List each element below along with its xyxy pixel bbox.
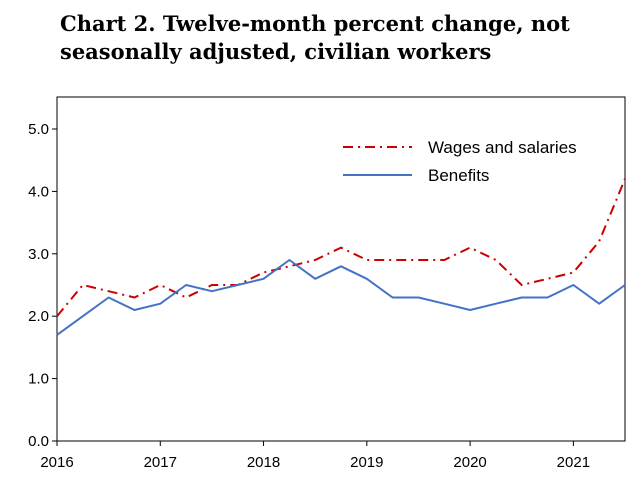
y-tick-label: 2.0 — [28, 308, 49, 325]
y-tick-label: 5.0 — [28, 121, 49, 138]
series-line-wages-and-salaries — [56, 178, 626, 317]
legend-label: Benefits — [428, 166, 489, 185]
y-tick-label: 0.0 — [28, 433, 49, 450]
x-axis: 2016 2017 2018 2019 2020 2021 — [40, 441, 590, 471]
legend-label: Wages and salaries — [428, 138, 577, 157]
y-tick-label: 1.0 — [28, 371, 49, 388]
chart-title: Chart 2. Twelve-month percent change, no… — [60, 11, 570, 64]
plot-area-frame — [56, 96, 626, 442]
x-tick-label: 2018 — [247, 454, 280, 471]
y-tick-label: 3.0 — [28, 246, 49, 263]
x-tick-label: 2020 — [453, 454, 486, 471]
legend: Wages and salaries Benefits — [343, 138, 577, 185]
series-layer — [56, 178, 626, 336]
y-axis: 0.0 1.0 2.0 3.0 4.0 5.0 — [28, 121, 57, 450]
y-tick-label: 4.0 — [28, 183, 49, 200]
x-tick-label: 2021 — [557, 454, 590, 471]
series-line-benefits — [56, 259, 626, 336]
x-tick-label: 2017 — [144, 454, 177, 471]
x-tick-label: 2016 — [40, 454, 73, 471]
x-tick-label: 2019 — [350, 454, 383, 471]
